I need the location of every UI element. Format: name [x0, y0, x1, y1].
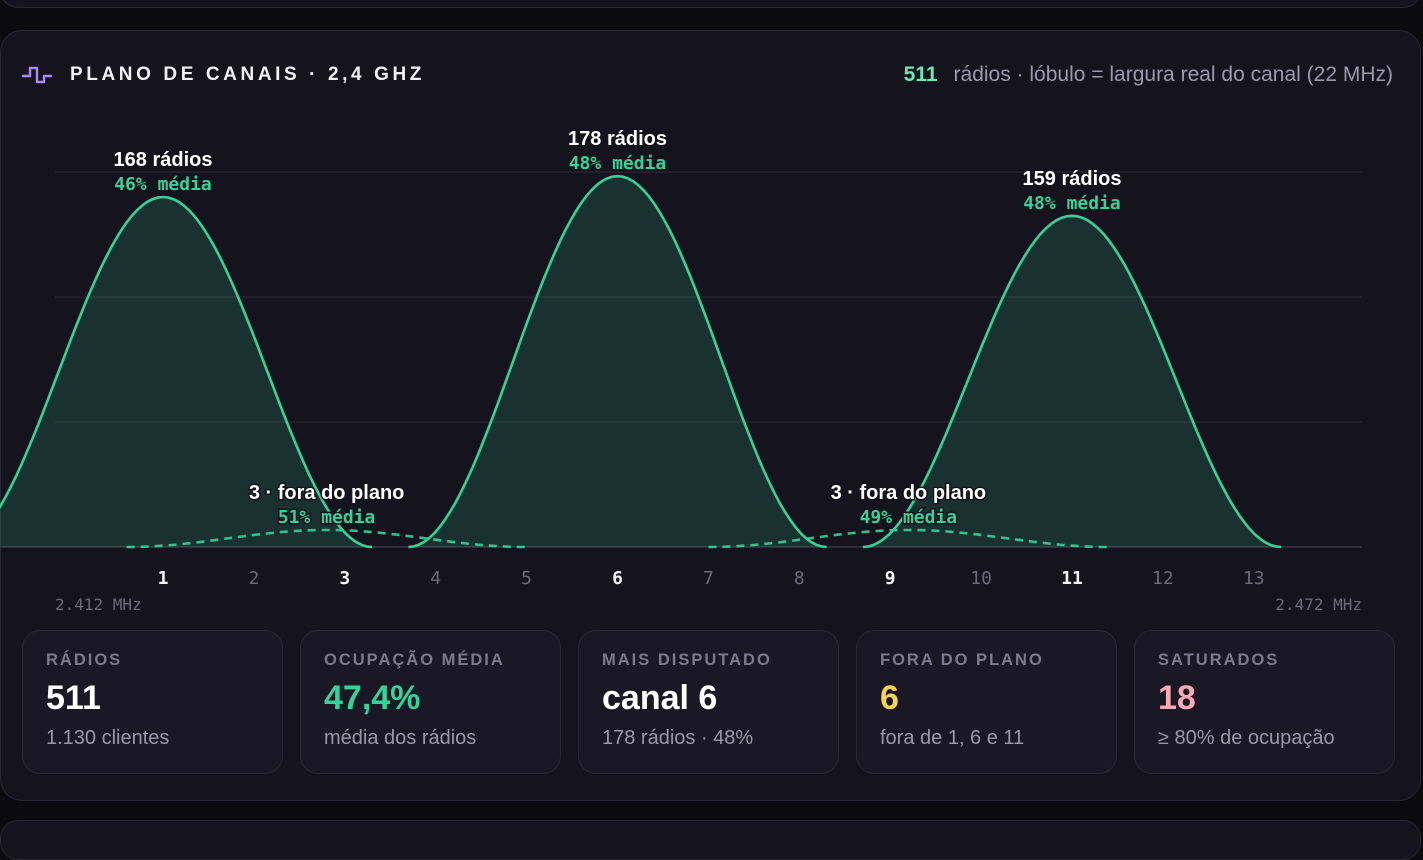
stat-value: 18 [1158, 679, 1196, 717]
channel-tick-label: 5 [521, 568, 532, 589]
stat-card-occupancy: OCUPAÇÃO MÉDIA 47,4% média dos rádios [300, 630, 561, 774]
channel-tick-label: 8 [794, 568, 805, 589]
channel-tick-label: 4 [430, 568, 441, 589]
stat-subtext: 1.130 clientes [46, 727, 170, 749]
channel-lobe [862, 214, 1282, 549]
channel-lobe-fill [0, 197, 373, 547]
lobe-occupancy-label: 51% média [278, 507, 376, 528]
stat-subtext: média dos rádios [324, 727, 477, 749]
lobe-occupancy-label: 48% média [569, 153, 667, 174]
frequency-start-label: 2.412 MHz [55, 595, 142, 614]
frequency-end-label: 2.472 MHz [1275, 595, 1362, 614]
stat-label: OCUPAÇÃO MÉDIA [324, 651, 505, 669]
channel-lobe [408, 174, 827, 549]
channel-tick-label: 12 [1152, 568, 1174, 589]
lobe-radio-label: 159 rádios [1023, 168, 1122, 190]
lobe-occupancy-label: 49% média [860, 507, 958, 528]
channel-tick-label: 3 [339, 568, 350, 589]
stat-value: 6 [880, 679, 899, 717]
stat-label: SATURADOS [1158, 651, 1280, 669]
channel-tick-label: 6 [612, 568, 623, 589]
stat-value: 47,4% [324, 679, 421, 717]
off-plan-lobe [126, 528, 527, 549]
channel-tick-label: 10 [970, 568, 992, 589]
stat-card-most-contested: MAIS DISPUTADO canal 6 178 rádios · 48% [578, 630, 839, 774]
channel-lobe-fill [408, 176, 827, 547]
lobe-occupancy-label: 46% média [114, 174, 212, 195]
stat-label: FORA DO PLANO [880, 651, 1044, 669]
stat-subtext: fora de 1, 6 e 11 [880, 727, 1025, 749]
card-title: PLANO DE CANAIS · 2,4 GHZ [70, 64, 425, 85]
lobe-radio-label: 178 rádios [568, 128, 667, 150]
stat-value: canal 6 [602, 679, 718, 717]
stat-value: 511 [46, 679, 101, 717]
card-header: PLANO DE CANAIS · 2,4 GHZ [22, 60, 425, 90]
channel-tick-label: 1 [158, 568, 169, 589]
radio-count: 511 [903, 63, 938, 86]
lobe-radio-label: 3 · fora do plano [249, 482, 405, 504]
signal-wave-icon [22, 63, 52, 87]
channel-plan-chart: 168 rádios 46% média 3 · fora do plano 51% … [0, 127, 1362, 614]
stat-label: RÁDIOS [46, 651, 123, 669]
channel-lobe-fill [862, 215, 1282, 548]
radio-summary: 511 rádios · lóbulo = largura real do ca… [904, 60, 1393, 90]
stat-label: MAIS DISPUTADO [602, 651, 772, 669]
stat-card-off-plan: FORA DO PLANO 6 fora de 1, 6 e 11 [856, 630, 1117, 774]
off-plan-lobe [708, 528, 1109, 549]
lobe-radio-label: 168 rádios [114, 149, 213, 171]
channel-tick-label: 2 [248, 568, 259, 589]
previous-card [0, 0, 1421, 8]
stat-card-saturated: SATURADOS 18 ≥ 80% de ocupação [1134, 630, 1395, 774]
stat-card-radios: RÁDIOS 511 1.130 clientes [22, 630, 283, 774]
channel-tick-label: 11 [1061, 568, 1083, 589]
channel-tick-label: 13 [1243, 568, 1265, 589]
stat-subtext: 178 rádios · 48% [602, 727, 754, 749]
next-card [0, 820, 1421, 860]
lobe-radio-label: 3 · fora do plano [831, 482, 987, 504]
summary-text: rádios · lóbulo = largura real do canal … [953, 63, 1393, 86]
lobe-occupancy-label: 48% média [1023, 193, 1121, 214]
channel-lobe [0, 195, 373, 549]
stat-subtext: ≥ 80% de ocupação [1158, 727, 1335, 749]
channel-tick-label: 7 [703, 568, 714, 589]
channel-tick-label: 9 [885, 568, 896, 589]
